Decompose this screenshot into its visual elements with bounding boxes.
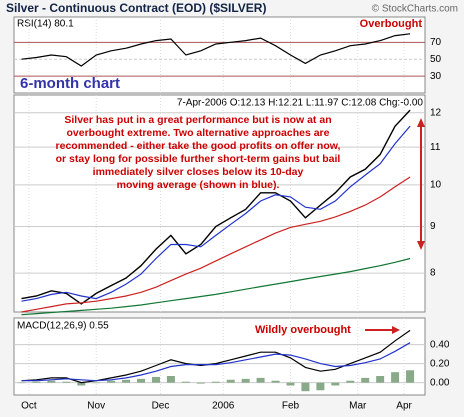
histogram-bar <box>196 382 205 384</box>
x-tick-label: Mar <box>349 401 367 412</box>
y-tick-label: 0.00 <box>430 377 450 388</box>
y-tick-label: 12 <box>430 107 442 118</box>
histogram-bar <box>17 382 26 384</box>
histogram-bar <box>32 381 41 383</box>
y-tick-label: 70 <box>430 37 442 48</box>
y-tick-label: 0.20 <box>430 358 450 369</box>
histogram-bar <box>226 379 235 383</box>
rsi-label: RSI(14) 80.1 <box>17 19 74 30</box>
histogram-bar <box>331 382 340 386</box>
annotation-line: immediately silver closes below its 10-d… <box>93 166 304 178</box>
histogram-bar <box>77 382 86 386</box>
series-line <box>21 109 411 305</box>
macd-annotation: Wildly overbought <box>255 324 351 336</box>
histogram-bar <box>62 381 71 383</box>
histogram-bar <box>301 382 310 392</box>
histogram-bar <box>122 379 131 383</box>
x-tick-label: Oct <box>21 401 37 412</box>
histogram-bar <box>137 378 146 383</box>
y-tick-label: 50 <box>430 54 442 65</box>
series-line <box>21 33 411 67</box>
histogram-bar <box>151 376 160 383</box>
annotation-line: or stay long for possible further short-… <box>56 153 341 165</box>
annotation-line: moving average (shown in blue). <box>117 179 280 191</box>
annotation-line: overbought extreme. Two alternative appr… <box>67 127 330 139</box>
histogram-bar <box>256 377 265 383</box>
y-tick-label: 8 <box>430 268 436 279</box>
x-tick-label: Feb <box>282 401 300 412</box>
rsi-panel <box>13 16 426 94</box>
annotation-line: recommended - either take the good profi… <box>56 140 341 152</box>
marks: Oct Nov Dec 2006 Feb Mar Apr 70 50 30 12 11 10 9 8 0.40… <box>14 17 450 412</box>
y-tick-label: 11 <box>430 142 441 153</box>
x-tick-label: Dec <box>152 401 170 412</box>
series-line <box>21 176 411 313</box>
y-tick-label: 0.40 <box>430 339 450 350</box>
histogram-bar <box>391 372 400 383</box>
histogram-bar <box>316 382 325 391</box>
price-panel <box>13 94 426 313</box>
chart-title: Silver - Continuous Contract (EOD) ($SIL… <box>6 1 266 15</box>
x-tick-label: 2006 <box>212 401 235 412</box>
y-tick-label: 30 <box>430 71 442 82</box>
price-info: 7-Apr-2006 O:12.13 H:12.21 L:11.97 C:12.… <box>177 98 424 109</box>
arrow-head <box>392 326 400 334</box>
histogram-bar <box>47 380 56 383</box>
credit: © StockCharts.com <box>372 4 458 15</box>
histogram-bar <box>346 380 355 383</box>
histogram-bar <box>241 378 250 383</box>
rsi-annotation: Overbought <box>360 18 423 30</box>
histogram-bar <box>211 381 220 383</box>
range-arrow-head <box>417 118 425 127</box>
histogram-bar <box>406 370 415 383</box>
series-line <box>21 125 411 302</box>
caption: 6-month chart <box>20 75 120 92</box>
histogram-bar <box>107 380 116 383</box>
histogram-bar <box>376 375 385 383</box>
annotation-line: Silver has put in a great performance bu… <box>64 114 331 126</box>
histogram-bar <box>92 382 101 384</box>
y-tick-label: 10 <box>430 179 442 190</box>
histogram-bar <box>271 380 280 383</box>
series-line <box>21 342 411 382</box>
range-arrow-head <box>417 241 425 250</box>
series-line <box>21 257 411 316</box>
histogram-bar <box>361 377 370 383</box>
y-tick-label: 9 <box>430 221 436 232</box>
x-tick-label: Apr <box>396 401 412 412</box>
x-tick-label: Nov <box>87 401 105 412</box>
histogram-bar <box>166 375 175 383</box>
histogram-bar <box>286 382 295 386</box>
histogram-bar <box>181 381 190 383</box>
macd-label: MACD(12,26,9) 0.55 <box>17 321 109 332</box>
